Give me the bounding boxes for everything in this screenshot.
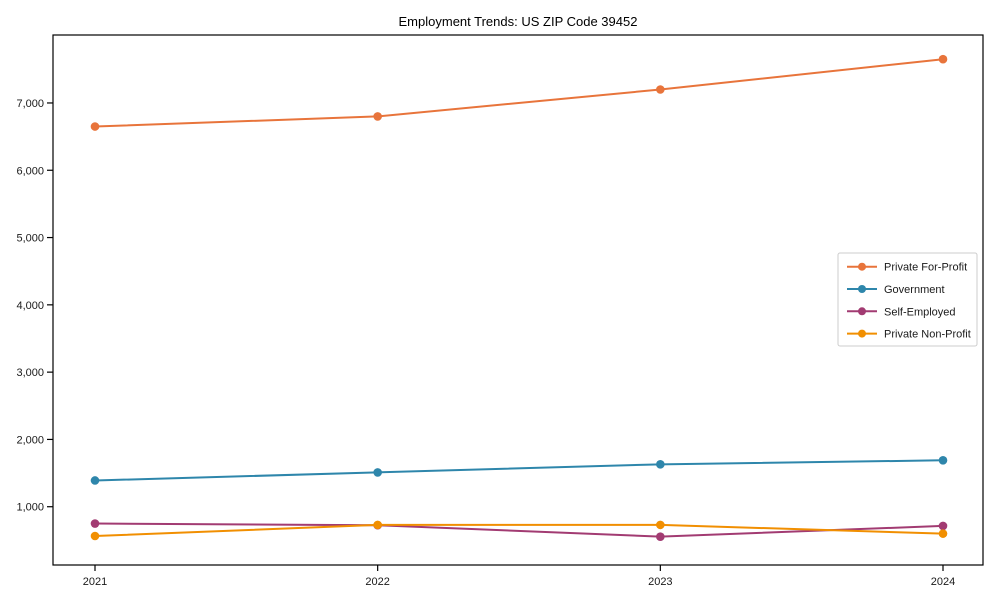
data-point-private-for-profit-2024 — [938, 54, 948, 64]
y-axis-tick-label: 7,000 — [16, 98, 44, 110]
data-point-government-2021 — [90, 476, 100, 485]
x-axis-tick-label: 2021 — [83, 576, 107, 588]
legend-marker-dot-government — [858, 285, 866, 293]
y-axis-tick-label: 2,000 — [16, 434, 44, 446]
data-point-private-non-profit-2023 — [656, 520, 665, 530]
data-point-government-2023 — [656, 460, 665, 469]
data-point-private-non-profit-2021 — [90, 531, 100, 541]
legend-label-private-for-profit: Private For-Profit — [884, 262, 967, 274]
x-axis-tick-label: 2024 — [931, 576, 955, 588]
legend-label-private-non-profit: Private Non-Profit — [884, 329, 971, 341]
data-point-private-for-profit-2022 — [373, 112, 382, 121]
x-axis-tick-label: 2023 — [648, 576, 672, 588]
plot-area: 1,000 2,000 3,000 4,000 5,000 6,000 7,000 2021 2… — [16, 34, 984, 588]
series-line-private-non-profit — [94, 523, 944, 537]
data-point-self-employed-2024 — [938, 521, 948, 531]
legend-marker-dot-self-employed — [858, 307, 866, 316]
data-point-self-employed-2023 — [656, 532, 665, 541]
y-axis-tick-label: 3,000 — [16, 367, 44, 379]
y-axis-tick-label: 1,000 — [16, 502, 44, 514]
legend-marker-dot-private-non-profit — [858, 329, 866, 338]
data-point-self-employed-2021 — [90, 519, 100, 528]
y-axis-tick-label: 4,000 — [16, 300, 44, 312]
y-axis-tick-label: 6,000 — [16, 165, 44, 177]
legend-box — [837, 252, 978, 347]
x-axis-tick-label: 2022 — [365, 576, 389, 588]
data-point-government-2024 — [938, 455, 948, 465]
data-point-government-2022 — [373, 468, 382, 477]
series-line-self-employed — [94, 522, 944, 538]
data-point-private-for-profit-2021 — [90, 122, 100, 131]
data-point-private-for-profit-2023 — [656, 85, 665, 94]
legend-label-self-employed: Self-Employed — [884, 306, 956, 318]
y-axis-tick-label: 5,000 — [16, 233, 44, 245]
data-point-private-non-profit-2022 — [373, 520, 382, 530]
data-point-private-non-profit-2024 — [938, 529, 948, 538]
legend-marker-dot-private-for-profit — [858, 262, 866, 271]
series-line-private-for-profit — [94, 58, 944, 128]
legend-label-government: Government — [884, 284, 945, 296]
series-line-government — [94, 459, 944, 482]
plot-border — [52, 34, 984, 566]
chart-title: Employment Trends: US ZIP Code 39452 — [399, 14, 638, 29]
